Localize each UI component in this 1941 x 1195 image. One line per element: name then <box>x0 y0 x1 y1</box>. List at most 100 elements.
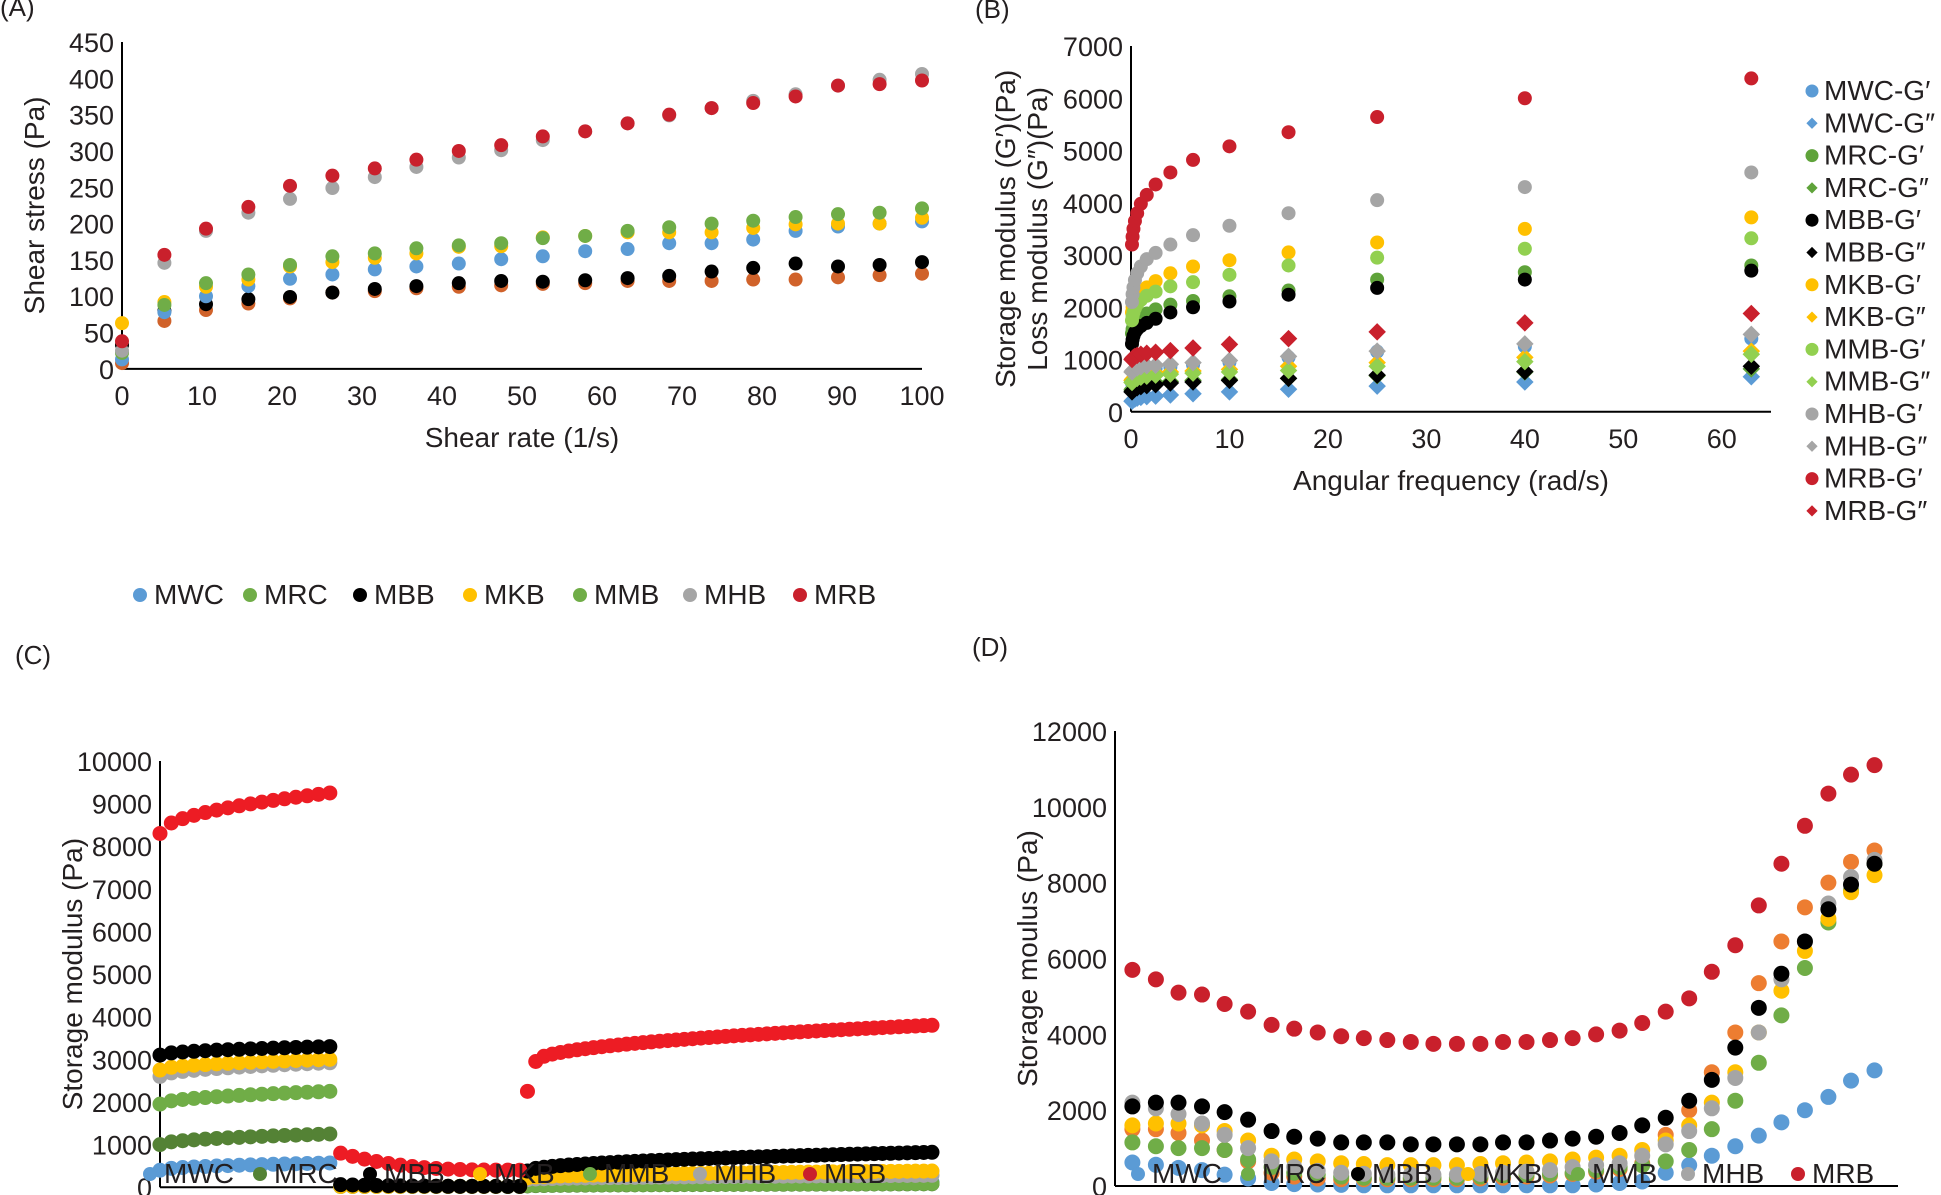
legend-marker-icon <box>573 588 587 602</box>
series-mwc-g- <box>1124 331 1759 391</box>
y-tick-label: 5000 <box>92 960 152 990</box>
series-mbb <box>152 1039 940 1194</box>
data-point <box>1516 362 1534 381</box>
data-point <box>322 1039 338 1055</box>
data-point <box>1542 1132 1558 1149</box>
legend-item: MMB <box>573 579 659 610</box>
data-point <box>1222 267 1237 282</box>
data-point <box>1368 377 1386 395</box>
data-point <box>1355 1134 1372 1151</box>
data-point <box>1681 1123 1698 1140</box>
data-point <box>924 1144 940 1160</box>
panel-label: (B) <box>975 0 1010 24</box>
data-point <box>209 1158 225 1174</box>
data-point <box>265 1156 281 1172</box>
data-point <box>243 1157 259 1173</box>
data-point <box>243 1041 259 1057</box>
data-point <box>220 1130 236 1146</box>
data-point <box>1517 180 1532 195</box>
legend-label: MBB <box>384 1158 445 1189</box>
y-tick-label: 1000 <box>92 1131 152 1161</box>
data-point <box>186 1043 202 1059</box>
data-point <box>1124 1098 1141 1115</box>
legend-item: MKB <box>463 579 545 610</box>
data-point <box>1170 1140 1187 1157</box>
data-point <box>186 807 202 823</box>
data-point <box>404 1159 420 1175</box>
legend-item: MRC <box>1241 1158 1326 1189</box>
data-point <box>197 1131 213 1147</box>
data-point <box>1379 1134 1396 1151</box>
data-point <box>1773 855 1790 872</box>
legend-marker-icon <box>463 588 477 602</box>
data-point <box>299 1039 315 1055</box>
data-point <box>1727 1039 1744 1056</box>
data-point <box>1194 1140 1210 1157</box>
legend-item: MWC-G″ <box>1806 107 1935 138</box>
data-point <box>1402 1033 1419 1050</box>
data-point <box>163 1059 179 1075</box>
x-tick-label: 10 <box>1214 424 1244 454</box>
data-point <box>367 246 382 261</box>
y-tick-label: 250 <box>69 173 114 203</box>
data-point <box>409 279 424 294</box>
data-point <box>1448 1166 1465 1183</box>
data-point <box>197 1158 213 1174</box>
data-point <box>704 101 719 116</box>
legend-label: MKB <box>484 579 545 610</box>
data-point <box>831 270 845 285</box>
data-point <box>1744 71 1759 86</box>
data-point <box>254 1128 270 1144</box>
data-point <box>488 1178 504 1194</box>
data-point <box>1727 1069 1744 1086</box>
data-point <box>1703 1121 1720 1138</box>
legend-label: MWC-G′ <box>1824 75 1930 106</box>
x-axis-title: Angular frequency (rad/s) <box>1293 465 1609 496</box>
series-mwc-g- <box>1123 368 1761 411</box>
data-point <box>231 1041 247 1057</box>
data-point <box>1773 1007 1790 1024</box>
legend-item: MRC <box>243 579 328 610</box>
data-point <box>924 1163 940 1179</box>
data-point <box>1184 373 1202 391</box>
legend-item: MRB-G″ <box>1806 495 1927 526</box>
data-point <box>1146 356 1165 375</box>
legend-item: MKB-G′ <box>1805 269 1921 300</box>
data-point <box>1703 1147 1720 1164</box>
data-point <box>1495 1033 1512 1050</box>
data-point <box>662 107 677 122</box>
data-point <box>464 1178 480 1194</box>
data-point <box>1657 1003 1674 1020</box>
data-point <box>1843 876 1860 893</box>
y-tick-label: 300 <box>69 137 114 167</box>
legend-marker-icon <box>793 588 807 602</box>
data-point <box>620 223 635 238</box>
chart-b-svg: 0 1000 2000 3000 4000 5000 6000 7000 0 10 20 30 40 50… <box>990 32 1935 526</box>
data-point <box>1170 1105 1187 1122</box>
data-point <box>1161 374 1180 392</box>
data-point <box>277 1040 293 1056</box>
data-point <box>1309 1130 1326 1147</box>
data-point <box>872 268 887 283</box>
data-point <box>199 276 213 291</box>
y-tick-label: 8000 <box>92 832 152 862</box>
data-point <box>1517 272 1532 287</box>
data-point <box>1186 275 1201 290</box>
data-point <box>1727 1092 1744 1109</box>
data-point <box>1727 1024 1744 1041</box>
legend-marker-icon <box>1681 1167 1695 1181</box>
data-point <box>299 1127 315 1143</box>
series-mbb-g- <box>1124 263 1759 351</box>
data-point <box>1170 984 1187 1001</box>
data-point <box>322 1051 338 1067</box>
data-point <box>1368 323 1386 341</box>
y-tick-label: 4000 <box>92 1003 152 1033</box>
legend-item: MRB <box>793 579 876 610</box>
y-axis-title: Storage modulus (Pa) <box>57 838 88 1110</box>
data-point <box>265 1053 281 1069</box>
y-axis-title: Storage modulus (G′)(Pa) <box>990 70 1021 388</box>
data-point <box>704 236 719 251</box>
data-point <box>1742 345 1761 364</box>
chart-c-svg: 0100020003000400050006000700080009000100… <box>57 747 940 1195</box>
data-point <box>409 152 424 167</box>
